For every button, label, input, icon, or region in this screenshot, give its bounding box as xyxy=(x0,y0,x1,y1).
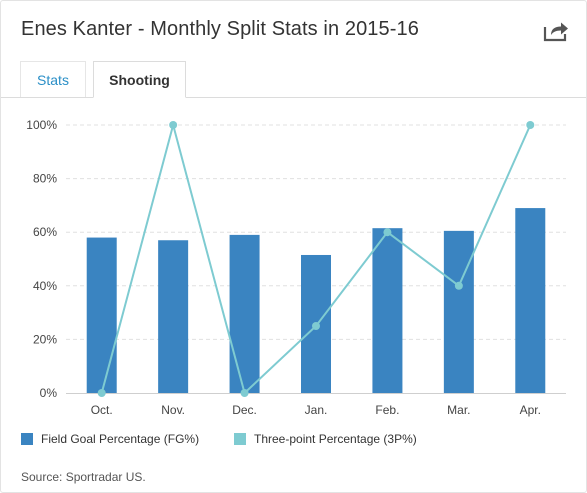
fg-bar xyxy=(515,208,546,393)
legend-item-fg[interactable]: Field Goal Percentage (FG%) xyxy=(21,431,199,447)
three-pt-point xyxy=(240,389,249,397)
widget-header: Enes Kanter - Monthly Split Stats in 201… xyxy=(1,1,586,61)
three-pt-point xyxy=(454,281,463,290)
three-pt-point xyxy=(97,389,106,397)
shooting-chart: 0% 20% 40% 60% 80% 100% Oct. Nov. Dec. Jan. Feb. Ma… xyxy=(26,118,566,417)
y-tick-label: 60% xyxy=(33,225,57,239)
x-tick-label: Mar. xyxy=(447,403,470,417)
source-note: Source: Sportradar US. xyxy=(21,470,146,484)
fg-bar xyxy=(158,240,189,393)
legend-label-3p: Three-point Percentage (3P%) xyxy=(254,432,417,446)
y-tick-label: 80% xyxy=(33,172,57,186)
fg-bar xyxy=(86,237,117,393)
legend-item-3p[interactable]: Three-point Percentage (3P%) xyxy=(234,431,417,447)
three-pt-point xyxy=(312,322,320,330)
legend-swatch-3p xyxy=(234,433,246,445)
x-tick-label: Nov. xyxy=(161,403,185,417)
y-tick-label: 0% xyxy=(40,386,58,400)
fg-bar xyxy=(372,228,403,393)
three-pt-point xyxy=(169,121,178,129)
tab-stats[interactable]: Stats xyxy=(20,61,86,97)
y-tick-label: 40% xyxy=(33,279,57,293)
fg-bar xyxy=(443,230,474,393)
fg-bar xyxy=(229,234,260,393)
y-tick-label: 100% xyxy=(26,118,57,132)
legend-swatch-fg xyxy=(21,433,33,445)
chart-legend: Field Goal Percentage (FG%) Three-point … xyxy=(1,431,586,447)
x-tick-label: Jan. xyxy=(305,403,328,417)
tab-bar: Stats Shooting xyxy=(1,61,586,98)
share-arrow-icon[interactable] xyxy=(542,19,570,43)
x-tick-label: Feb. xyxy=(375,403,399,417)
legend-label-fg: Field Goal Percentage (FG%) xyxy=(41,432,200,446)
three-pt-point xyxy=(526,121,535,129)
tab-shooting[interactable]: Shooting xyxy=(93,61,186,98)
x-tick-label: Apr. xyxy=(520,403,541,417)
chart-title: Enes Kanter - Monthly Split Stats in 201… xyxy=(21,18,419,40)
x-tick-label: Oct. xyxy=(91,403,113,417)
x-tick-label: Dec. xyxy=(232,403,257,417)
y-tick-label: 20% xyxy=(33,332,57,346)
three-pt-point xyxy=(383,228,392,237)
